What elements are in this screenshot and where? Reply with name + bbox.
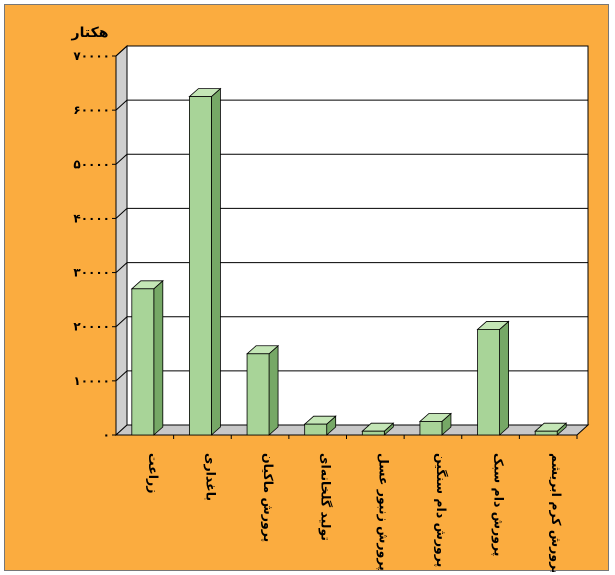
y-tick-label: ۶۰۰۰۰ xyxy=(73,103,110,117)
bar xyxy=(246,344,280,436)
side-wall xyxy=(115,44,128,437)
x-tick-label: پرورش ماکیان xyxy=(261,453,276,542)
x-axis-labels: زراعت باغداری پرورش ماکیان تولید گلخانه‌ای پ… xyxy=(146,453,564,572)
bar-front xyxy=(304,423,328,436)
y-tick-label: ۱۰۰۰۰ xyxy=(73,374,110,388)
y-tick-label: ۵۰۰۰۰ xyxy=(73,157,110,171)
bar xyxy=(361,422,395,436)
bar xyxy=(534,422,568,436)
x-tick-label: باغداری xyxy=(203,453,218,501)
y-axis-unit-label: هکتار xyxy=(71,25,109,41)
bar-side xyxy=(153,279,164,436)
bar-front xyxy=(131,288,155,436)
bar xyxy=(418,412,452,436)
bar-front xyxy=(361,430,385,436)
x-tick-label: پرورش کرم ابریشم xyxy=(548,453,564,572)
bar-side xyxy=(499,320,509,436)
bar-front xyxy=(189,96,212,436)
y-tick-label: ۴۰۰۰۰ xyxy=(73,211,110,225)
y-tick-label: ۷۰۰۰۰ xyxy=(73,49,110,63)
gridline-side xyxy=(115,208,128,219)
gridline-side xyxy=(115,99,128,111)
bar-front xyxy=(246,353,270,436)
x-tick-label: پرورش دام سنگین xyxy=(433,453,449,567)
gridline-side xyxy=(115,45,128,57)
gridline-side xyxy=(115,262,128,273)
bars xyxy=(130,87,578,439)
bar-side xyxy=(211,87,221,436)
gridline-side xyxy=(115,153,128,165)
x-tick-label: تولید گلخانه‌ای xyxy=(319,453,334,541)
bar-front xyxy=(419,421,443,436)
bar xyxy=(130,279,164,436)
y-tick-label: ۲۰۰۰۰ xyxy=(73,320,110,334)
y-axis-ticks: ۰ ۱۰۰۰۰ ۲۰۰۰۰ ۳۰۰۰۰ ۴۰۰۰۰ ۵۰۰۰۰ ۶۰۰۰۰ ۷۰۰۰۰ xyxy=(73,49,116,442)
gridline-side xyxy=(115,316,128,328)
bar-side xyxy=(268,344,279,436)
chart-area: ۰ ۱۰۰۰۰ ۲۰۰۰۰ ۳۰۰۰۰ ۴۰۰۰۰ ۵۰۰۰۰ ۶۰۰۰۰ ۷۰۰۰۰ زرا… xyxy=(4,4,609,572)
gridline-side xyxy=(115,370,128,382)
x-tick-label: پرورش زنبور عسل xyxy=(376,453,391,571)
bar-chart: ۰ ۱۰۰۰۰ ۲۰۰۰۰ ۳۰۰۰۰ ۴۰۰۰۰ ۵۰۰۰۰ ۶۰۰۰۰ ۷۰۰۰۰ زرا… xyxy=(71,25,590,572)
bar xyxy=(303,415,337,436)
chart-floor xyxy=(114,424,590,436)
y-tick-label: ۳۰۰۰۰ xyxy=(73,266,110,280)
x-tick-label: پرورش دام سبک xyxy=(491,453,507,556)
y-tick-label: ۰ xyxy=(103,428,110,442)
bar xyxy=(188,87,222,436)
bar-front xyxy=(534,430,558,436)
bar-front xyxy=(477,329,500,436)
bar xyxy=(476,320,510,436)
x-tick-label: زراعت xyxy=(146,453,161,493)
